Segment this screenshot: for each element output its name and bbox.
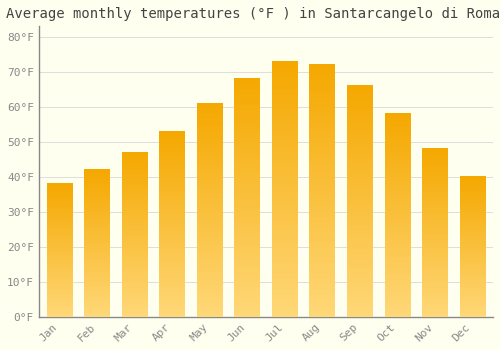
Bar bbox=[384, 114, 410, 317]
Title: Average monthly temperatures (°F ) in Santarcangelo di Romagna: Average monthly temperatures (°F ) in Sa… bbox=[6, 7, 500, 21]
Bar bbox=[272, 61, 297, 317]
Bar bbox=[422, 149, 448, 317]
Bar bbox=[122, 152, 148, 317]
Bar bbox=[160, 131, 185, 317]
Bar bbox=[460, 177, 485, 317]
Bar bbox=[84, 170, 110, 317]
Bar bbox=[46, 184, 72, 317]
Bar bbox=[234, 79, 260, 317]
Bar bbox=[347, 86, 372, 317]
Bar bbox=[310, 65, 335, 317]
Bar bbox=[197, 103, 222, 317]
